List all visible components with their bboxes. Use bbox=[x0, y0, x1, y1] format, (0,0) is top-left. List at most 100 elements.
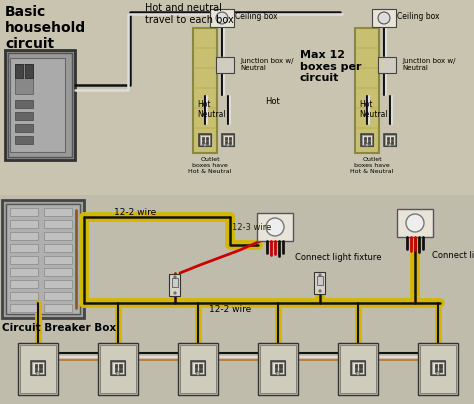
Bar bbox=[180, 345, 216, 393]
Bar bbox=[391, 141, 393, 143]
Text: 12-2 wire: 12-2 wire bbox=[114, 208, 156, 217]
Bar bbox=[119, 369, 122, 372]
Bar bbox=[206, 141, 208, 143]
Bar bbox=[10, 244, 38, 252]
Bar bbox=[15, 64, 23, 78]
Bar bbox=[355, 364, 357, 368]
Bar bbox=[44, 208, 72, 216]
Bar bbox=[10, 232, 38, 240]
Circle shape bbox=[319, 274, 321, 276]
Bar bbox=[257, 213, 293, 241]
Bar bbox=[110, 361, 125, 375]
Bar bbox=[195, 364, 197, 368]
Circle shape bbox=[436, 372, 440, 375]
Text: Outlet
boxes have
Hot & Neutral: Outlet boxes have Hot & Neutral bbox=[188, 157, 232, 174]
Text: Connect light fixture: Connect light fixture bbox=[432, 251, 474, 260]
Bar bbox=[431, 361, 446, 375]
Bar bbox=[6, 204, 80, 314]
Circle shape bbox=[388, 143, 392, 146]
Bar bbox=[202, 141, 204, 143]
Text: Hot
Neutral: Hot Neutral bbox=[359, 100, 388, 120]
Bar bbox=[20, 345, 56, 393]
Bar bbox=[15, 124, 33, 132]
Bar bbox=[362, 135, 373, 145]
Text: 12-3 wire: 12-3 wire bbox=[232, 223, 272, 232]
Text: Outlet
boxes have
Hot & Neutral: Outlet boxes have Hot & Neutral bbox=[350, 157, 394, 174]
Bar bbox=[372, 8, 396, 27]
Circle shape bbox=[319, 290, 321, 292]
Bar bbox=[31, 361, 46, 375]
Bar bbox=[206, 137, 208, 140]
Text: Junction box w/
Neutral: Junction box w/ Neutral bbox=[402, 58, 456, 71]
Circle shape bbox=[356, 372, 360, 375]
Bar bbox=[383, 134, 396, 146]
Bar bbox=[44, 268, 72, 276]
Bar bbox=[200, 135, 210, 145]
Circle shape bbox=[203, 143, 207, 146]
Bar bbox=[222, 134, 235, 146]
Bar bbox=[279, 369, 282, 372]
Bar bbox=[44, 232, 72, 240]
Bar bbox=[368, 137, 370, 140]
Circle shape bbox=[365, 143, 369, 146]
Bar bbox=[98, 343, 138, 395]
Bar bbox=[44, 220, 72, 228]
Bar bbox=[5, 50, 75, 160]
Bar bbox=[351, 361, 365, 375]
Circle shape bbox=[227, 143, 229, 146]
Bar bbox=[225, 141, 227, 143]
Bar bbox=[10, 268, 38, 276]
Bar bbox=[378, 57, 396, 73]
Circle shape bbox=[216, 12, 228, 24]
Bar bbox=[18, 343, 58, 395]
Bar bbox=[31, 361, 46, 375]
Bar bbox=[10, 304, 38, 312]
Text: Connect light fixture: Connect light fixture bbox=[295, 253, 382, 262]
Circle shape bbox=[116, 372, 120, 375]
Bar bbox=[364, 137, 366, 140]
Circle shape bbox=[406, 214, 424, 232]
Bar bbox=[39, 369, 42, 372]
Bar bbox=[191, 362, 204, 375]
Bar bbox=[32, 362, 45, 375]
Circle shape bbox=[36, 372, 40, 375]
Bar bbox=[351, 361, 365, 375]
Text: Hot
Neutral: Hot Neutral bbox=[197, 100, 226, 120]
Bar bbox=[271, 361, 285, 375]
Bar bbox=[44, 304, 72, 312]
Bar bbox=[225, 137, 227, 140]
Bar bbox=[170, 274, 181, 296]
Bar bbox=[216, 57, 234, 73]
Bar bbox=[222, 134, 235, 146]
Bar bbox=[229, 141, 231, 143]
Bar bbox=[361, 134, 374, 146]
Bar bbox=[272, 362, 284, 375]
Bar bbox=[172, 278, 178, 287]
Text: Hot and neutral
travel to each box: Hot and neutral travel to each box bbox=[145, 3, 234, 25]
Bar bbox=[200, 369, 201, 372]
Bar bbox=[193, 28, 217, 153]
Bar bbox=[200, 364, 201, 368]
Bar bbox=[0, 195, 474, 404]
Bar bbox=[119, 364, 122, 368]
Bar bbox=[355, 369, 357, 372]
Text: Hot: Hot bbox=[265, 97, 280, 106]
Bar bbox=[383, 134, 396, 146]
Bar bbox=[439, 364, 442, 368]
Bar bbox=[340, 345, 376, 393]
Bar bbox=[279, 364, 282, 368]
Text: Ceiling box: Ceiling box bbox=[397, 12, 439, 21]
Bar bbox=[8, 53, 72, 157]
Bar bbox=[100, 345, 136, 393]
Bar bbox=[260, 345, 296, 393]
Bar bbox=[35, 364, 37, 368]
Bar bbox=[258, 343, 298, 395]
Bar bbox=[355, 28, 379, 153]
Bar bbox=[275, 369, 277, 372]
Bar bbox=[10, 280, 38, 288]
Bar bbox=[397, 209, 433, 237]
Bar bbox=[420, 345, 456, 393]
Bar bbox=[191, 361, 205, 375]
Bar bbox=[387, 137, 389, 140]
Circle shape bbox=[174, 292, 176, 294]
